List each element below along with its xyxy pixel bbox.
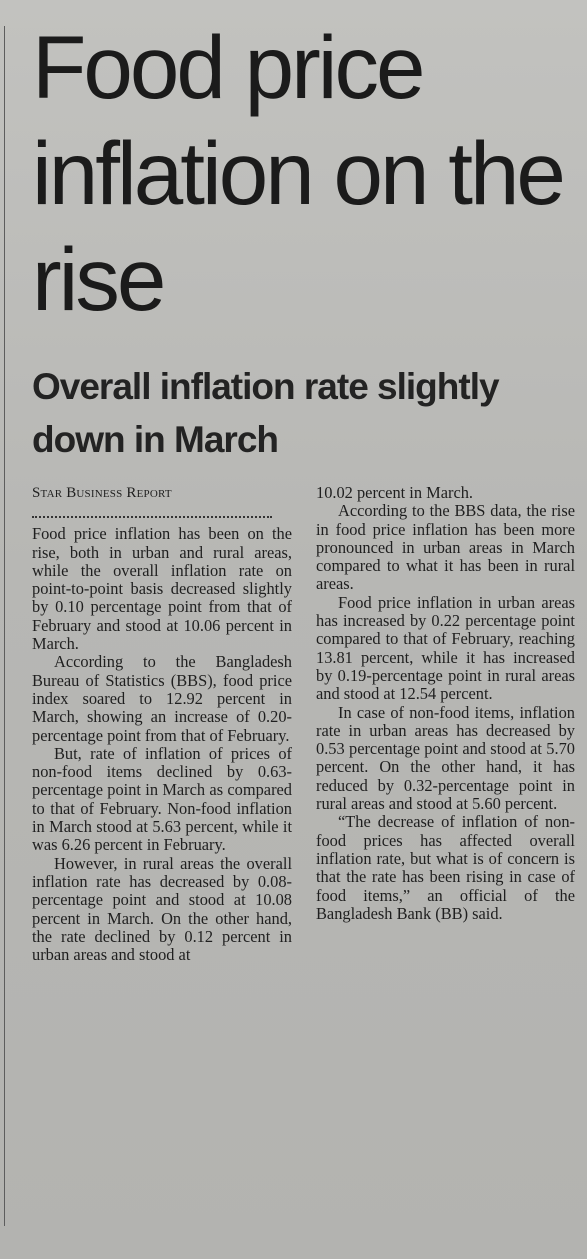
paragraph: Food price inflation has been on the ris… xyxy=(32,524,292,654)
paragraph: In case of non-food items, inflation rat… xyxy=(316,702,575,814)
paragraph: According to the Bangladesh Bureau of St… xyxy=(32,652,292,745)
subheadline: Overall inflation rate slightly down in … xyxy=(32,366,500,460)
paragraph: “The decrease of inflation of non-food p… xyxy=(316,812,575,923)
column-rule xyxy=(4,26,5,1226)
article-column-2: 10.02 percent in March. According to the… xyxy=(316,483,575,923)
article-column-1: Star Business Report Food price inflatio… xyxy=(32,484,292,964)
headline: Food price inflation on the rise xyxy=(32,17,566,329)
paragraph-continuation: 10.02 percent in March. xyxy=(316,483,474,502)
paragraph: However, in rural areas the overall infl… xyxy=(32,853,292,965)
paragraph: But, rate of inflation of prices of non-… xyxy=(32,743,292,855)
paragraph: Food price inflation in urban areas has … xyxy=(316,592,575,704)
paragraph: According to the BBS data, the rise in f… xyxy=(316,501,575,594)
byline: Star Business Report xyxy=(32,485,172,501)
byline-divider xyxy=(32,516,272,519)
